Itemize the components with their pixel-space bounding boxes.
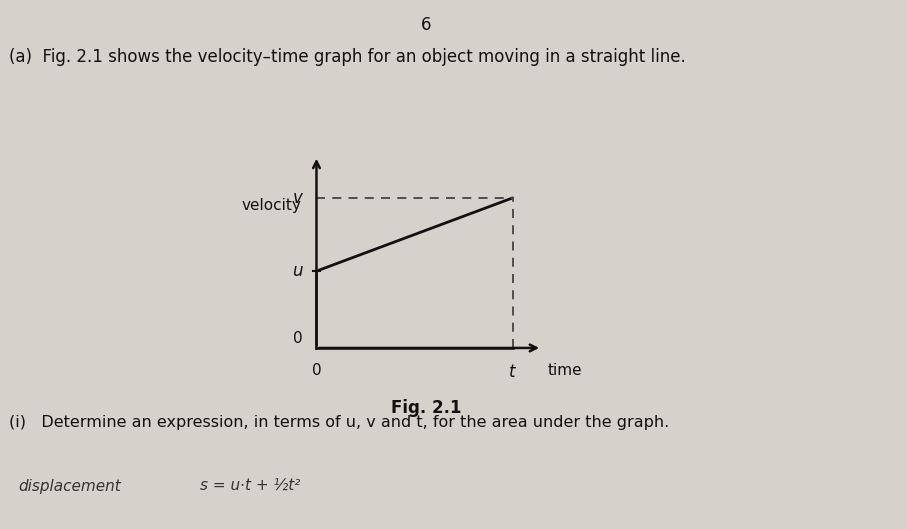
Text: v: v bbox=[293, 189, 303, 207]
Text: (a)  Fig. 2.1 shows the velocity–time graph for an object moving in a straight l: (a) Fig. 2.1 shows the velocity–time gra… bbox=[9, 48, 686, 66]
Text: displacement: displacement bbox=[18, 479, 121, 494]
Text: 0: 0 bbox=[312, 362, 321, 378]
Text: u: u bbox=[292, 262, 303, 280]
Text: 6: 6 bbox=[421, 16, 432, 34]
Text: s = u⋅t + ½t²: s = u⋅t + ½t² bbox=[200, 479, 300, 494]
Text: time: time bbox=[548, 362, 582, 378]
Text: (i)   Determine an expression, in terms of u, v and t, for the area under the gr: (i) Determine an expression, in terms of… bbox=[9, 415, 669, 430]
Text: t: t bbox=[510, 362, 516, 380]
Text: Fig. 2.1: Fig. 2.1 bbox=[391, 399, 462, 417]
Text: velocity: velocity bbox=[242, 198, 302, 213]
Text: 0: 0 bbox=[293, 331, 303, 346]
